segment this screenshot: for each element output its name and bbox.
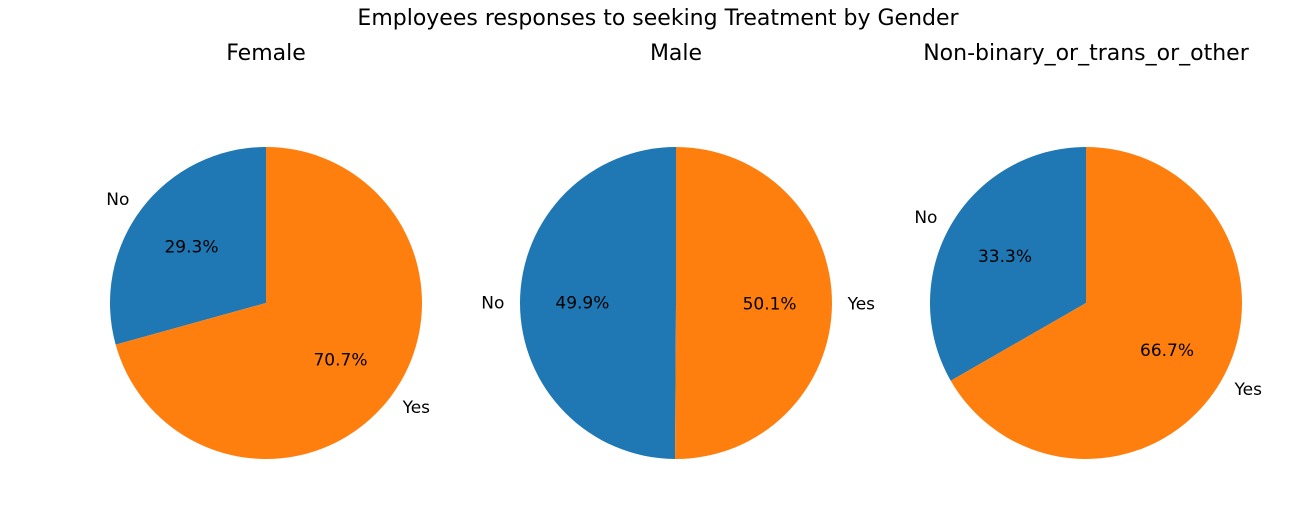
slice-percent-label: 66.7% [1140,341,1194,361]
pie-title: Male [650,41,702,66]
pie-slice-yes [115,147,422,459]
pie-group: Female 29.3% No 70.7% Yes [106,41,430,459]
pie-slice-no [520,147,676,459]
slice-category-label: Yes [847,295,876,315]
pie-title: Female [226,41,306,66]
slice-category-label: No [914,208,937,228]
pie-group: Male 49.9% No 50.1% Yes [481,41,875,459]
pie-group: Non-binary_or_trans_or_other 33.3% No 66.7%… [914,41,1262,459]
slice-percent-label: 33.3% [978,247,1032,267]
slice-category-label: Yes [1234,380,1263,400]
pie-slice-no [930,147,1086,381]
pie-title: Non-binary_or_trans_or_other [923,41,1249,66]
pie-slice-yes [950,147,1242,459]
slice-category-label: No [481,293,504,313]
slice-percent-label: 50.1% [743,294,797,314]
pie-slice-no [109,147,266,345]
slice-percent-label: 29.3% [164,237,218,257]
slice-percent-label: 70.7% [313,351,367,371]
figure-title: Employees responses to seeking Treatment… [357,6,959,31]
slice-category-label: Yes [402,398,431,418]
slice-category-label: No [106,190,129,210]
pie-slice-yes [675,147,833,459]
slice-percent-label: 49.9% [555,294,609,314]
